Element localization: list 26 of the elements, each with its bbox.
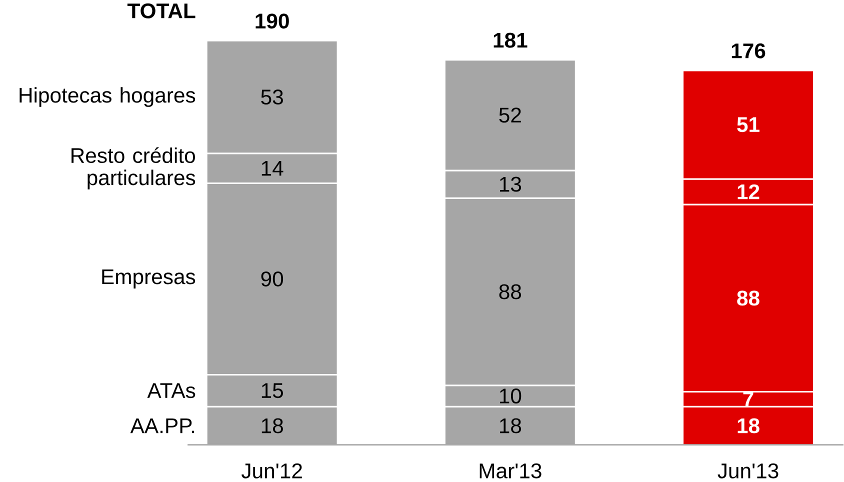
x-tick-label: Mar'13 (480, 464, 542, 479)
x-tick-label: Jun'13 (718, 464, 778, 479)
data-label: 15 (262, 383, 283, 398)
data-label: 88 (499, 284, 522, 300)
series-label: AA.PP. (130, 418, 194, 434)
series-label: Empresas (102, 270, 196, 289)
data-label: 52 (499, 108, 521, 123)
data-label: 51 (737, 117, 760, 132)
data-label: 88 (737, 290, 760, 306)
series-label: Hipotecas hogares (20, 87, 196, 108)
data-label: 18 (262, 418, 283, 434)
total-label: 176 (732, 43, 766, 58)
text: TOTAL (127, 3, 196, 18)
total-label: 181 (494, 32, 528, 48)
data-label: 90 (261, 272, 284, 287)
data-label: 13 (500, 176, 522, 192)
data-label: 14 (262, 161, 284, 176)
data-label: 18 (500, 418, 522, 434)
data-label: 53 (261, 90, 283, 105)
data-label: 18 (738, 418, 760, 434)
series-label: Resto crédito particulares (72, 147, 196, 190)
total-label: 190 (256, 14, 289, 29)
x-tick-label: Jun'12 (242, 464, 302, 479)
data-label: 10 (500, 388, 522, 404)
series-label: ATAs (147, 383, 196, 398)
data-label: 12 (738, 184, 760, 200)
